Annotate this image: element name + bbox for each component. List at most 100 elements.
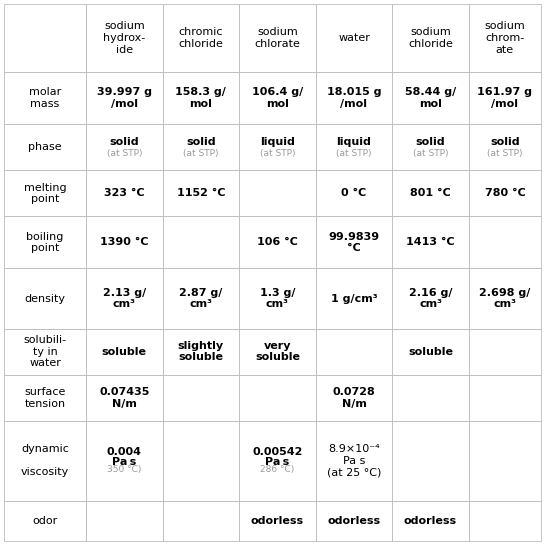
Bar [4,421,86,501]
Bar [86,375,162,421]
Text: 0.004: 0.004 [107,447,142,457]
Bar [4,329,86,375]
Text: sodium
chrom-
ate: sodium chrom- ate [485,21,525,54]
Text: 8.9×10⁻⁴
Pa s
(at 25 °C): 8.9×10⁻⁴ Pa s (at 25 °C) [327,444,381,477]
Text: 39.997 g
/mol: 39.997 g /mol [97,87,152,109]
Bar [392,170,469,216]
Bar [162,269,239,329]
Bar [469,269,541,329]
Bar [86,329,162,375]
Text: liquid: liquid [337,137,371,147]
Bar [4,4,86,72]
Bar [239,501,316,541]
Bar [239,329,316,375]
Bar [316,216,392,269]
Text: 2.87 g/
cm³: 2.87 g/ cm³ [179,288,222,310]
Bar [162,124,239,170]
Text: 0.07435
N/m: 0.07435 N/m [99,387,149,409]
Text: phase: phase [28,142,62,152]
Text: sodium
hydrox-
ide: sodium hydrox- ide [103,21,146,54]
Text: 0.0728
N/m: 0.0728 N/m [332,387,376,409]
Text: solid: solid [490,137,520,147]
Bar [4,124,86,170]
Text: slightly
soluble: slightly soluble [178,341,224,362]
Text: (at STP): (at STP) [259,149,295,158]
Text: surface
tension: surface tension [25,387,66,409]
Text: odorless: odorless [251,516,304,526]
Bar [316,329,392,375]
Text: melting
point: melting point [23,183,66,204]
Text: 801 °C: 801 °C [410,189,451,198]
Text: (at STP): (at STP) [487,149,523,158]
Text: 0 °C: 0 °C [341,189,367,198]
Text: chromic
chloride: chromic chloride [178,27,223,49]
Bar [316,269,392,329]
Bar [316,421,392,501]
Bar [86,170,162,216]
Bar [86,421,162,501]
Text: 2.698 g/
cm³: 2.698 g/ cm³ [479,288,531,310]
Bar [239,72,316,124]
Bar [469,124,541,170]
Bar [239,170,316,216]
Bar [162,375,239,421]
Bar [86,124,162,170]
Bar [4,170,86,216]
Text: dynamic

viscosity: dynamic viscosity [21,444,69,477]
Text: solid: solid [186,137,216,147]
Bar [316,72,392,124]
Text: solubili-
ty in
water: solubili- ty in water [23,335,66,368]
Bar [239,4,316,72]
Text: water: water [338,33,370,43]
Bar [392,216,469,269]
Bar [392,375,469,421]
Bar [86,216,162,269]
Text: 1390 °C: 1390 °C [100,238,149,247]
Text: 99.9839
°C: 99.9839 °C [329,232,379,253]
Text: 1 g/cm³: 1 g/cm³ [331,294,377,304]
Bar [239,375,316,421]
Text: soluble: soluble [408,347,453,356]
Bar [4,501,86,541]
Bar [469,501,541,541]
Bar [392,4,469,72]
Bar [316,375,392,421]
Text: 286 °C): 286 °C) [261,465,294,474]
Bar [316,124,392,170]
Bar [239,216,316,269]
Bar [469,170,541,216]
Text: molar
mass: molar mass [29,87,61,109]
Bar [239,421,316,501]
Text: Pa s: Pa s [265,457,289,467]
Bar [469,4,541,72]
Text: sodium
chlorate: sodium chlorate [255,27,300,49]
Bar [86,501,162,541]
Bar [239,124,316,170]
Bar [316,501,392,541]
Text: 780 °C: 780 °C [485,189,525,198]
Bar [162,72,239,124]
Bar [162,501,239,541]
Text: 158.3 g/
mol: 158.3 g/ mol [175,87,226,109]
Text: solid: solid [416,137,445,147]
Bar [162,329,239,375]
Bar [86,269,162,329]
Text: 2.13 g/
cm³: 2.13 g/ cm³ [102,288,146,310]
Text: odorless: odorless [328,516,380,526]
Text: liquid: liquid [260,137,295,147]
Text: boiling
point: boiling point [26,232,64,253]
Text: Pa s: Pa s [112,457,136,467]
Text: soluble: soluble [102,347,147,356]
Text: solid: solid [110,137,139,147]
Bar [469,375,541,421]
Text: 1152 °C: 1152 °C [177,189,225,198]
Bar [4,269,86,329]
Bar [469,329,541,375]
Bar [316,4,392,72]
Bar [4,72,86,124]
Text: 350 °C): 350 °C) [107,465,142,474]
Text: odor: odor [32,516,58,526]
Text: 106.4 g/
mol: 106.4 g/ mol [252,87,303,109]
Bar [392,124,469,170]
Bar [162,421,239,501]
